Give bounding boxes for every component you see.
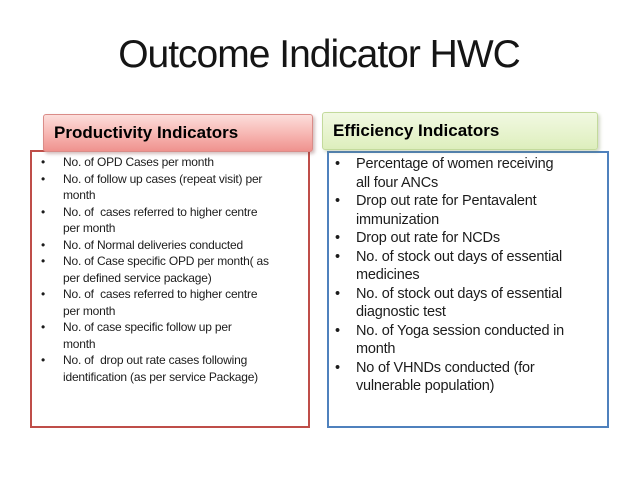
bullet-item: Drop out rate for Pentavalent immunizati… (329, 192, 603, 229)
productivity-header-label: Productivity Indicators (54, 123, 239, 142)
productivity-panel: No. of OPD Cases per month No. of follow… (30, 150, 310, 428)
bullet-item: No. of cases referred to higher centre p… (32, 204, 304, 237)
bullet-item: No. of drop out rate cases following ide… (32, 352, 304, 385)
bullet-item: No. of follow up cases (repeat visit) pe… (32, 171, 304, 204)
bullet-item: No. of Yoga session conducted in month (329, 322, 603, 359)
productivity-header: Productivity Indicators (43, 114, 313, 152)
bullet-item: No. of Case specific OPD per month( as p… (32, 253, 304, 286)
efficiency-header: Efficiency Indicators (322, 112, 598, 150)
bullet-item: No. of OPD Cases per month (32, 154, 304, 171)
efficiency-list: Percentage of women receiving all four A… (329, 153, 607, 396)
bullet-item: No. of Normal deliveries conducted (32, 237, 304, 254)
bullet-item: No. of cases referred to higher centre p… (32, 286, 304, 319)
bullet-item: No. of stock out days of essential medic… (329, 248, 603, 285)
bullet-item: No. of case specific follow up per month (32, 319, 304, 352)
bullet-item: Drop out rate for NCDs (329, 229, 603, 248)
efficiency-panel: Percentage of women receiving all four A… (327, 151, 609, 428)
slide-title: Outcome Indicator HWC (118, 33, 521, 76)
bullet-item: Percentage of women receiving all four A… (329, 155, 603, 192)
bullet-item: No of VHNDs conducted (for vulnerable po… (329, 359, 603, 396)
efficiency-header-label: Efficiency Indicators (333, 121, 500, 140)
productivity-list: No. of OPD Cases per month No. of follow… (32, 152, 308, 385)
bullet-item: No. of stock out days of essential diagn… (329, 285, 603, 322)
